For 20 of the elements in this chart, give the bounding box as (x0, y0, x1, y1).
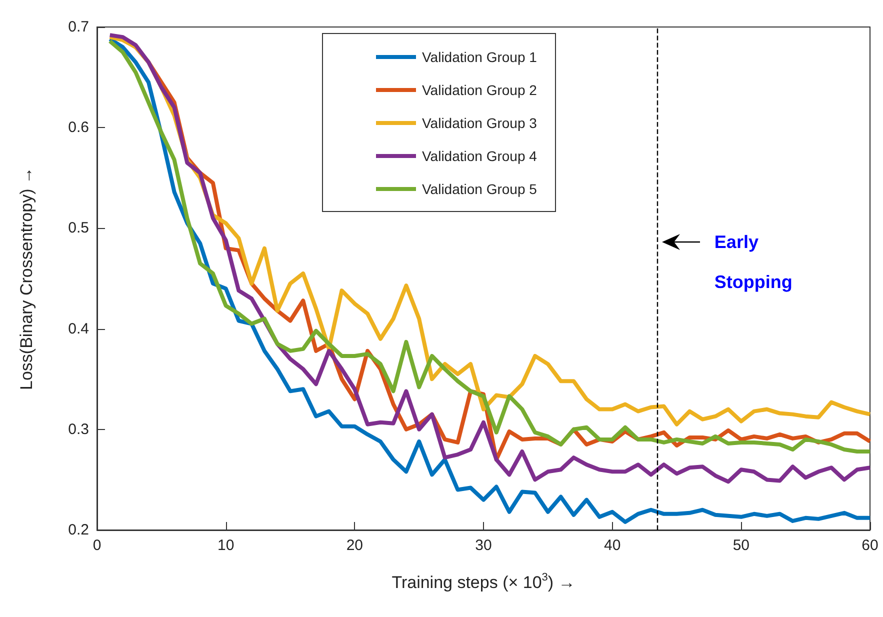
x-tick-label: 30 (475, 537, 492, 554)
x-tick-label: 20 (346, 537, 364, 554)
x-tick-label: 50 (732, 537, 750, 554)
y-tick-label: 0.2 (68, 522, 89, 538)
x-tick-label: 0 (92, 537, 102, 554)
legend-label: Validation Group 3 (422, 114, 537, 130)
y-tick-label: 0.4 (68, 320, 89, 338)
y-tick-label: 0.7 (68, 18, 89, 36)
legend-label: Validation Group 1 (422, 48, 537, 64)
y-axis-title: Loss(Binary Crossentropy) → (17, 167, 36, 390)
legend-label: Validation Group 4 (422, 148, 537, 164)
y-tick-label: 0.3 (68, 420, 89, 438)
x-tick-label: 40 (604, 537, 621, 554)
x-tick-label: 60 (862, 537, 878, 554)
y-tick-label: 0.6 (68, 119, 89, 136)
annotation: Early Stopping (714, 232, 792, 292)
legend-label: Validation Group 2 (422, 82, 537, 98)
x-tick-label: 10 (217, 537, 234, 554)
y-tick-label: 0.5 (68, 220, 89, 237)
legend-label: Validation Group 5 (422, 180, 537, 196)
